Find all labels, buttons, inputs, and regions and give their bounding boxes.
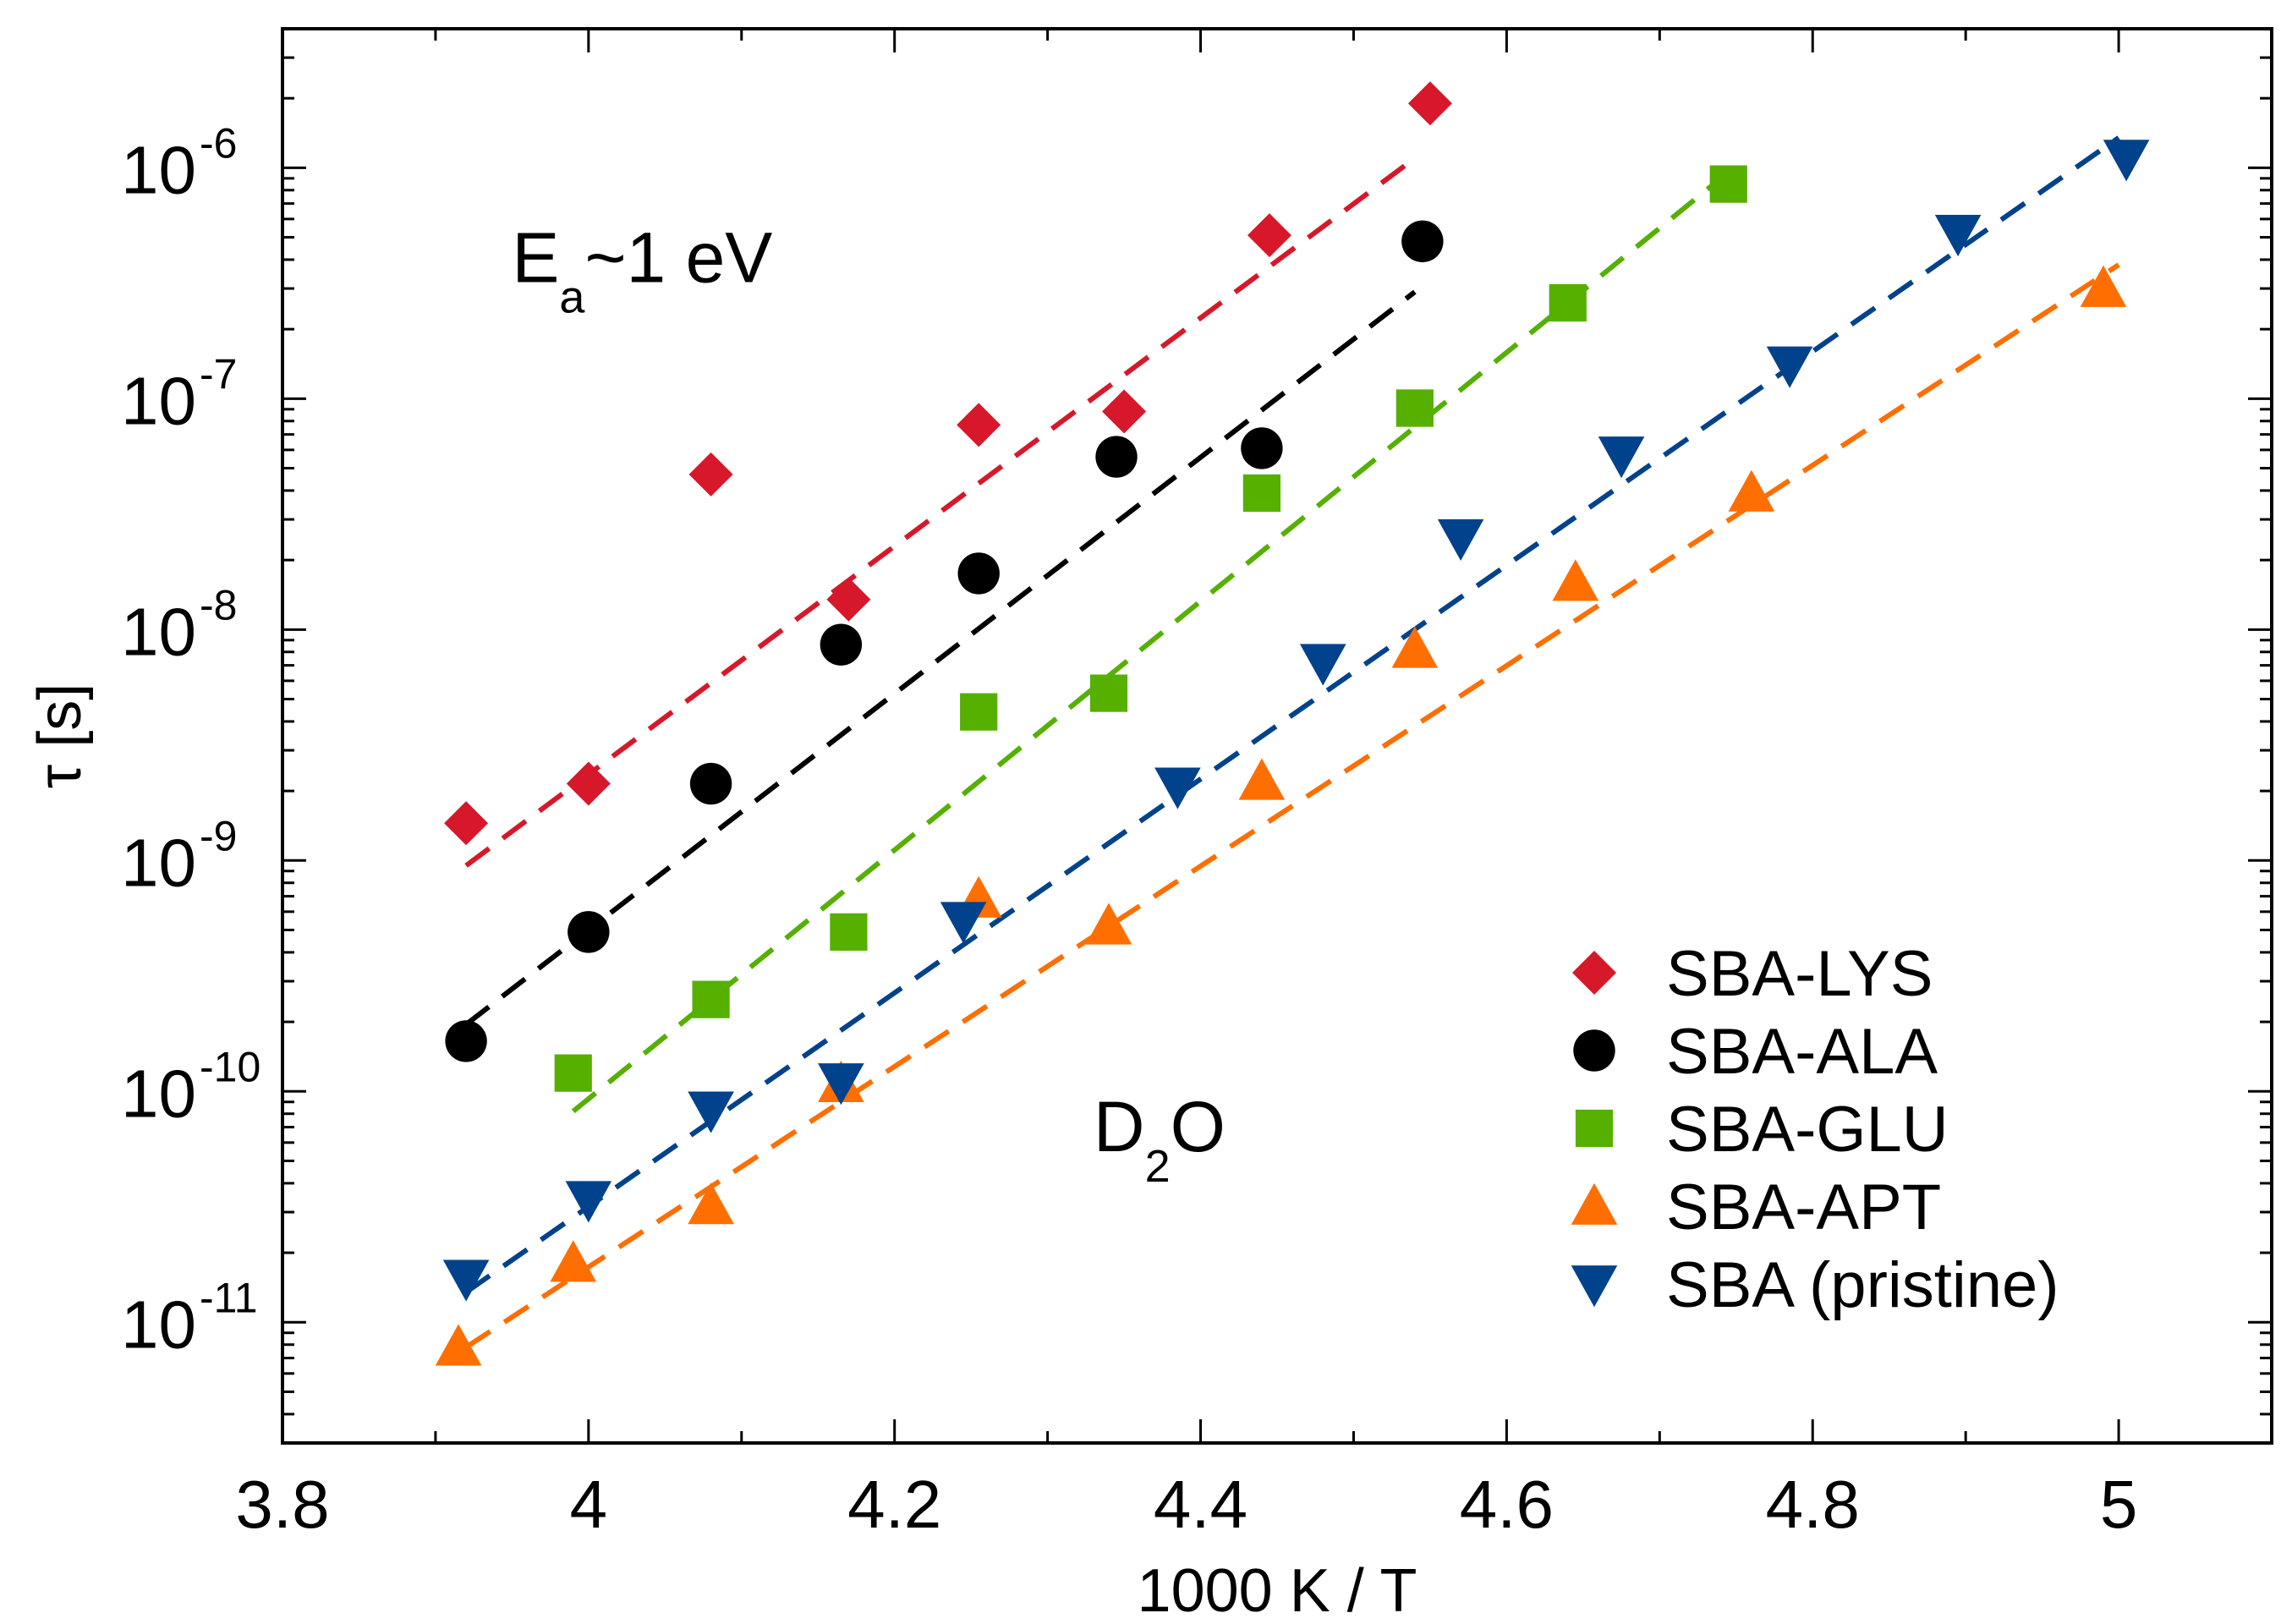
- y-tick-label: 10: [121, 132, 196, 207]
- data-point: [960, 693, 998, 731]
- data-point: [1709, 165, 1747, 203]
- y-tick-label: 10: [121, 363, 196, 438]
- data-point: [1437, 518, 1484, 561]
- fit-line: [464, 262, 2120, 1350]
- data-point: [1401, 220, 1444, 263]
- legend-marker: [1571, 1265, 1618, 1308]
- annotation-main: E: [512, 217, 559, 297]
- data-point: [818, 1063, 864, 1106]
- x-axis-title: 1000 K / T: [1138, 1557, 1417, 1624]
- legend-label: SBA-LYS: [1666, 938, 1933, 1010]
- data-point: [692, 980, 730, 1018]
- data-point: [1299, 644, 1346, 686]
- data-point: [568, 911, 610, 953]
- legend-label: SBA-ALA: [1666, 1016, 1938, 1088]
- data-point: [1934, 215, 1982, 257]
- y-tick-exponent: -6: [200, 119, 237, 167]
- x-tick-label: 4.8: [1766, 1467, 1860, 1542]
- data-points: [435, 81, 2150, 1366]
- plot-frame: [281, 27, 2273, 1445]
- data-point: [826, 577, 871, 622]
- y-tick-exponent: -8: [200, 581, 237, 628]
- data-point: [1102, 389, 1147, 434]
- legend-marker: [1575, 1109, 1614, 1148]
- x-tick-label: 4.2: [847, 1467, 941, 1542]
- fit-line: [464, 156, 1417, 868]
- annotation-subscript: 2: [1145, 1141, 1171, 1192]
- fit-lines: [464, 135, 2120, 1350]
- data-point: [1407, 81, 1452, 126]
- data-point: [1241, 427, 1283, 469]
- data-point: [820, 623, 863, 666]
- data-point: [565, 1181, 612, 1223]
- legend-marker: [1573, 1029, 1615, 1072]
- annotation-solvent: D2O: [1094, 1087, 1226, 1192]
- x-tick-labels: 3.8 4 4.2 4.4 4.6 4.8 5: [235, 1467, 2137, 1542]
- data-point: [1089, 674, 1128, 712]
- legend-marker: [1571, 1182, 1618, 1225]
- y-tick-exponent: -7: [200, 350, 237, 398]
- axis-ticks: [281, 27, 2273, 1445]
- data-point: [1242, 474, 1281, 513]
- data-point: [442, 1259, 490, 1302]
- data-point: [1728, 469, 1775, 512]
- data-point: [940, 902, 987, 944]
- annotation-subscript: a: [559, 272, 585, 322]
- y-tick-exponent: -11: [200, 1274, 258, 1321]
- fit-line: [464, 135, 2120, 1295]
- fit-line: [571, 176, 1723, 1114]
- y-axis-title: τ [s]: [26, 683, 94, 788]
- data-point: [689, 762, 732, 805]
- legend-label: SBA (pristine): [1666, 1249, 2059, 1321]
- data-point: [1395, 389, 1434, 427]
- data-point: [1598, 436, 1645, 479]
- x-tick-label: 4: [570, 1467, 608, 1542]
- annotation-ea: Ea~1 eV: [512, 217, 772, 322]
- annotations: Ea~1 eV D2O: [512, 217, 1226, 1192]
- x-tick-label: 3.8: [235, 1467, 329, 1542]
- y-tick-exponent: -9: [200, 812, 237, 859]
- data-point: [554, 1054, 592, 1092]
- data-point: [1247, 213, 1291, 258]
- data-point: [1766, 346, 1813, 388]
- data-point: [957, 552, 1000, 595]
- data-point: [1391, 626, 1439, 668]
- annotation-main: D: [1094, 1087, 1145, 1166]
- data-point: [1549, 283, 1587, 322]
- data-point: [1552, 559, 1599, 601]
- x-tick-label: 5: [2100, 1467, 2138, 1542]
- data-point: [688, 452, 733, 497]
- y-tick-label: 10: [121, 1056, 196, 1131]
- annotation-tail: ~1 eV: [584, 217, 772, 297]
- legend-label: SBA-GLU: [1666, 1094, 1949, 1166]
- x-tick-label: 4.6: [1460, 1467, 1554, 1542]
- data-point: [444, 801, 489, 846]
- data-point: [445, 1020, 487, 1062]
- y-tick-label: 10: [121, 825, 196, 900]
- data-point: [550, 1240, 597, 1282]
- y-tick-label: 10: [121, 594, 196, 669]
- data-point: [435, 1324, 482, 1366]
- data-point: [1238, 758, 1286, 800]
- y-tick-label: 10: [121, 1287, 196, 1362]
- data-point: [957, 403, 1001, 447]
- legend-marker: [1572, 951, 1616, 995]
- data-point: [830, 913, 868, 951]
- data-point: [2103, 140, 2150, 182]
- x-tick-label: 4.4: [1154, 1467, 1247, 1542]
- data-point: [566, 761, 611, 806]
- data-point: [1085, 903, 1132, 945]
- data-point: [1154, 767, 1201, 809]
- fit-line: [464, 289, 1417, 1027]
- data-point: [2080, 265, 2127, 307]
- annotation-tail: O: [1171, 1087, 1226, 1166]
- legend-label: SBA-APT: [1666, 1171, 1941, 1243]
- data-point: [688, 1182, 734, 1225]
- y-tick-exponent: -10: [200, 1043, 260, 1090]
- data-point: [1095, 436, 1138, 478]
- data-point: [688, 1091, 734, 1133]
